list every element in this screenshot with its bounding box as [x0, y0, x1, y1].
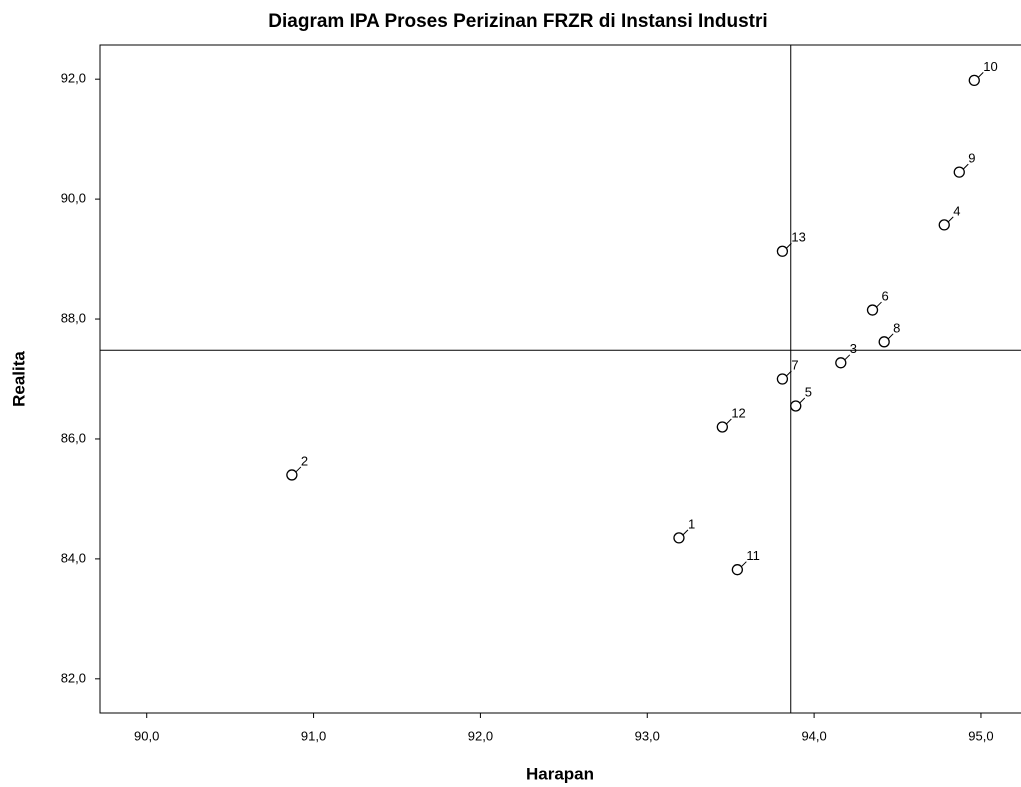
x-tick-label: 95,0: [968, 728, 993, 743]
point: [776, 245, 789, 257]
point-label: 1: [688, 516, 695, 531]
y-tick-label: 92,0: [61, 71, 86, 86]
point-label: 13: [791, 230, 805, 245]
x-tick-label: 92,0: [468, 728, 493, 743]
point-label: 8: [893, 320, 900, 335]
point: [673, 532, 685, 544]
y-tick-label: 82,0: [61, 670, 86, 685]
point-label: 6: [882, 288, 889, 303]
y-axis-label: Realita: [9, 351, 28, 407]
point-label-leader: [682, 529, 689, 536]
point: [878, 336, 890, 348]
point-label-leader: [844, 354, 851, 361]
y-tick-label: 88,0: [61, 310, 86, 325]
point: [776, 373, 789, 385]
point-label: 11: [746, 548, 760, 563]
point-label-leader: [786, 370, 792, 377]
y-tick-label: 86,0: [61, 430, 86, 445]
y-tick-label: 90,0: [61, 191, 86, 206]
point-label-leader: [295, 466, 302, 473]
point: [938, 219, 950, 231]
x-axis-label: Harapan: [526, 764, 594, 783]
point-label-leader: [876, 301, 882, 308]
point: [790, 400, 802, 412]
point-label: 5: [805, 384, 812, 399]
point-label-leader: [977, 72, 984, 78]
point-label-leader: [725, 418, 732, 425]
point: [286, 469, 298, 481]
point: [716, 421, 728, 433]
point-label: 2: [301, 453, 308, 468]
point-label-leader: [786, 242, 792, 249]
point: [835, 357, 847, 369]
y-tick-label: 84,0: [61, 550, 86, 565]
point-label-leader: [947, 216, 954, 223]
x-tick-label: 90,0: [134, 728, 159, 743]
point: [968, 74, 980, 87]
point-label: 12: [731, 405, 745, 420]
point: [731, 564, 744, 576]
plot-frame: [99, 44, 1021, 714]
point-label: 9: [968, 151, 975, 166]
x-tick-label: 93,0: [635, 728, 660, 743]
point-label: 7: [791, 357, 798, 372]
point: [953, 166, 965, 178]
point-label-leader: [887, 333, 894, 340]
x-tick-label: 91,0: [301, 728, 326, 743]
point: [866, 304, 879, 316]
point-label-leader: [962, 163, 969, 170]
chart-title: Diagram IPA Proses Perizinan FRZR di Ins…: [268, 11, 767, 32]
point-label: 4: [953, 203, 960, 218]
point-label: 10: [983, 59, 997, 74]
point-label-leader: [741, 561, 747, 568]
x-tick-label: 94,0: [801, 728, 826, 743]
point-label-leader: [799, 397, 806, 404]
point-label: 3: [850, 341, 857, 356]
